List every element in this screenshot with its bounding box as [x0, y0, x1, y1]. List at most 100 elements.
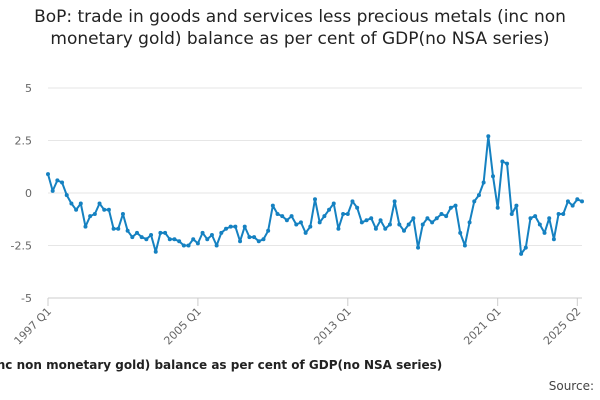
data-point[interactable]	[416, 245, 421, 250]
data-point[interactable]	[359, 220, 364, 225]
data-point[interactable]	[102, 207, 107, 212]
data-point[interactable]	[500, 159, 505, 164]
data-point[interactable]	[270, 203, 275, 208]
data-point[interactable]	[238, 239, 243, 244]
data-point[interactable]	[472, 199, 477, 204]
data-point[interactable]	[92, 212, 97, 216]
data-point[interactable]	[486, 134, 491, 139]
data-point[interactable]	[495, 205, 500, 210]
data-point[interactable]	[116, 226, 121, 231]
data-point[interactable]	[369, 216, 374, 221]
data-point[interactable]	[167, 237, 172, 242]
data-point[interactable]	[467, 220, 472, 225]
data-point[interactable]	[364, 218, 369, 223]
data-point[interactable]	[256, 239, 261, 244]
data-point[interactable]	[191, 237, 196, 242]
data-point[interactable]	[453, 203, 458, 208]
data-point[interactable]	[434, 216, 439, 221]
data-point[interactable]	[224, 226, 228, 231]
data-point[interactable]	[261, 237, 266, 242]
data-point[interactable]	[135, 230, 139, 235]
data-point[interactable]	[519, 251, 524, 256]
data-point[interactable]	[64, 193, 69, 198]
data-point[interactable]	[74, 207, 79, 212]
data-point[interactable]	[125, 228, 130, 233]
data-point[interactable]	[298, 220, 303, 225]
data-point[interactable]	[139, 235, 144, 240]
data-point[interactable]	[350, 199, 355, 204]
data-point[interactable]	[387, 222, 392, 227]
data-point[interactable]	[425, 216, 430, 221]
data-point[interactable]	[430, 220, 435, 225]
data-point[interactable]	[130, 235, 135, 240]
data-point[interactable]	[242, 224, 247, 229]
data-point[interactable]	[205, 237, 210, 242]
data-point[interactable]	[383, 226, 388, 231]
data-point[interactable]	[144, 237, 149, 242]
data-point[interactable]	[420, 222, 425, 227]
data-point[interactable]	[50, 188, 55, 193]
data-point[interactable]	[556, 212, 561, 216]
data-point[interactable]	[411, 216, 416, 221]
data-point[interactable]	[476, 193, 481, 198]
data-point[interactable]	[336, 226, 341, 231]
data-point[interactable]	[266, 228, 271, 233]
data-point[interactable]	[111, 226, 116, 231]
data-point[interactable]	[509, 212, 514, 216]
data-point[interactable]	[528, 216, 533, 221]
data-point[interactable]	[303, 230, 308, 235]
data-point[interactable]	[327, 207, 332, 212]
data-point[interactable]	[275, 212, 280, 216]
data-point[interactable]	[247, 235, 252, 240]
data-point[interactable]	[575, 197, 580, 202]
data-point[interactable]	[149, 233, 154, 237]
data-point[interactable]	[284, 218, 289, 223]
data-point[interactable]	[163, 230, 168, 235]
data-point[interactable]	[355, 205, 360, 210]
data-point[interactable]	[69, 201, 74, 206]
data-point[interactable]	[55, 178, 60, 183]
data-point[interactable]	[491, 174, 495, 179]
data-point[interactable]	[345, 212, 350, 216]
data-point[interactable]	[83, 224, 88, 229]
data-point[interactable]	[289, 214, 294, 219]
data-point[interactable]	[158, 230, 163, 235]
data-point[interactable]	[106, 207, 111, 212]
data-point[interactable]	[46, 172, 50, 177]
data-point[interactable]	[373, 226, 378, 231]
data-point[interactable]	[462, 243, 467, 248]
data-point[interactable]	[317, 220, 322, 225]
data-point[interactable]	[448, 205, 453, 210]
data-point[interactable]	[252, 235, 257, 240]
data-point[interactable]	[523, 245, 528, 250]
data-point[interactable]	[78, 201, 83, 206]
data-point[interactable]	[580, 199, 584, 204]
data-point[interactable]	[547, 216, 552, 221]
data-point[interactable]	[322, 214, 327, 219]
data-point[interactable]	[533, 214, 538, 219]
data-point[interactable]	[186, 243, 191, 248]
data-point[interactable]	[570, 203, 575, 208]
data-point[interactable]	[228, 224, 233, 229]
data-point[interactable]	[177, 239, 182, 244]
data-point[interactable]	[233, 224, 238, 229]
data-point[interactable]	[565, 199, 570, 204]
data-point[interactable]	[280, 214, 285, 219]
data-point[interactable]	[561, 212, 566, 216]
data-point[interactable]	[458, 230, 463, 235]
data-point[interactable]	[214, 243, 219, 248]
data-point[interactable]	[392, 199, 397, 204]
data-point[interactable]	[402, 228, 406, 233]
data-point[interactable]	[195, 241, 200, 246]
data-point[interactable]	[308, 224, 313, 229]
data-point[interactable]	[537, 222, 542, 227]
data-point[interactable]	[172, 237, 177, 242]
data-point[interactable]	[505, 161, 510, 166]
data-point[interactable]	[551, 237, 556, 242]
data-point[interactable]	[341, 212, 346, 216]
data-point[interactable]	[181, 243, 186, 248]
data-point[interactable]	[60, 180, 65, 185]
data-point[interactable]	[439, 212, 444, 216]
data-point[interactable]	[153, 249, 158, 254]
data-point[interactable]	[542, 230, 547, 235]
